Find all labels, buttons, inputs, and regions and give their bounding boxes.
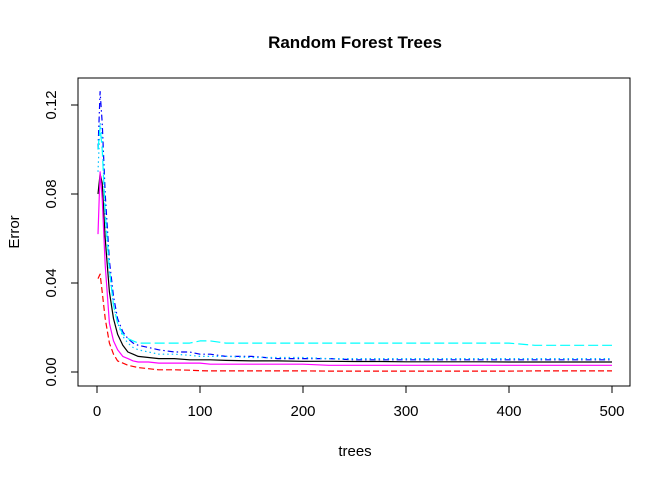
x-tick-label: 300	[393, 403, 418, 420]
y-tick-label: 0.04	[43, 268, 60, 297]
chart-title: Random Forest Trees	[268, 33, 442, 52]
y-axis: 0.00 0.04 0.08 0.12	[43, 90, 79, 387]
y-tick-label: 0.08	[43, 179, 60, 208]
x-tick-label: 200	[290, 403, 315, 420]
series-line-2	[97, 273, 612, 372]
series-group	[97, 90, 612, 372]
series-line-6	[97, 126, 612, 346]
x-axis-label: trees	[338, 443, 371, 460]
y-axis-label: Error	[6, 215, 23, 248]
plot-box	[77, 77, 631, 387]
x-axis: 0 100 200 300 400 500	[93, 385, 625, 420]
y-tick-label: 0.12	[43, 90, 60, 119]
series-line-3	[97, 171, 612, 366]
series-line-1	[97, 173, 612, 363]
x-tick-label: 100	[187, 403, 212, 420]
series-line-4	[97, 90, 612, 361]
x-tick-label: 0	[93, 403, 101, 420]
x-tick-label: 500	[599, 403, 624, 420]
y-tick-label: 0.00	[43, 357, 60, 386]
series-line-5	[97, 122, 612, 360]
x-tick-label: 400	[496, 403, 521, 420]
